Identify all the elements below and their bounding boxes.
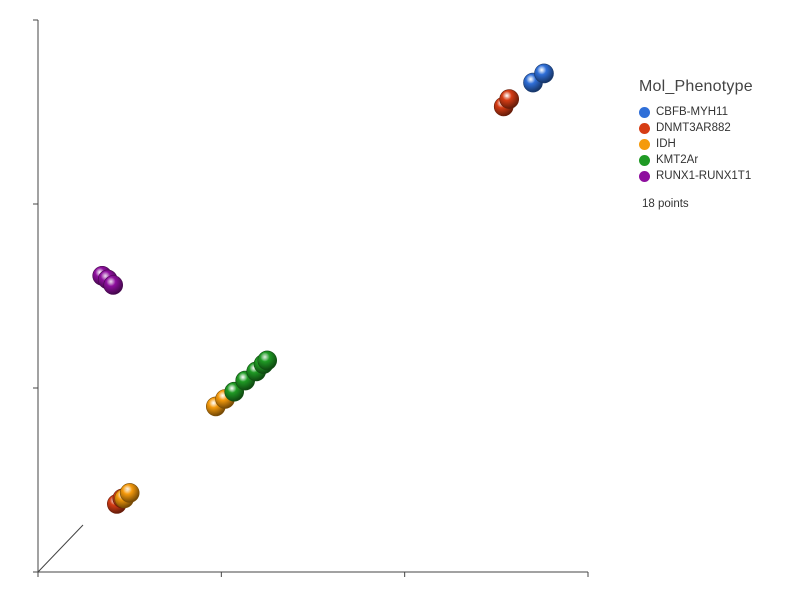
legend-label: CBFB-MYH11: [656, 106, 728, 118]
legend-item[interactable]: KMT2Ar: [639, 152, 753, 168]
legend-swatch: [639, 122, 650, 134]
data-point: [119, 483, 140, 503]
legend-swatch: [639, 170, 650, 182]
z-axis-line: [37, 524, 84, 573]
plot-axes: [33, 19, 589, 577]
legend-item[interactable]: CBFB-MYH11: [639, 104, 753, 120]
data-point: [103, 275, 123, 295]
scatter-plot: [33, 19, 589, 577]
data-point: [534, 63, 554, 84]
data-point: [257, 350, 278, 371]
legend-item[interactable]: IDH: [639, 136, 753, 152]
legend-label: RUNX1-RUNX1T1: [656, 170, 752, 182]
legend-swatch: [639, 154, 650, 166]
legend-label: DNMT3AR882: [656, 122, 731, 134]
legend-swatch: [639, 138, 650, 150]
legend-title: Mol_Phenotype: [639, 78, 753, 95]
legend-item[interactable]: DNMT3AR882: [639, 120, 753, 136]
legend-item[interactable]: RUNX1-RUNX1T1: [639, 168, 753, 184]
data-point: [499, 89, 520, 109]
data-points: [92, 63, 554, 514]
legend: Mol_Phenotype CBFB-MYH11 DNMT3AR882 IDH KMT…: [639, 78, 753, 210]
legend-label: IDH: [656, 138, 676, 150]
legend-swatch: [639, 106, 650, 118]
point-count: 18 points: [642, 198, 689, 210]
legend-items: CBFB-MYH11 DNMT3AR882 IDH KMT2Ar RUNX1-RUNX1…: [639, 104, 753, 184]
legend-label: KMT2Ar: [656, 154, 699, 166]
